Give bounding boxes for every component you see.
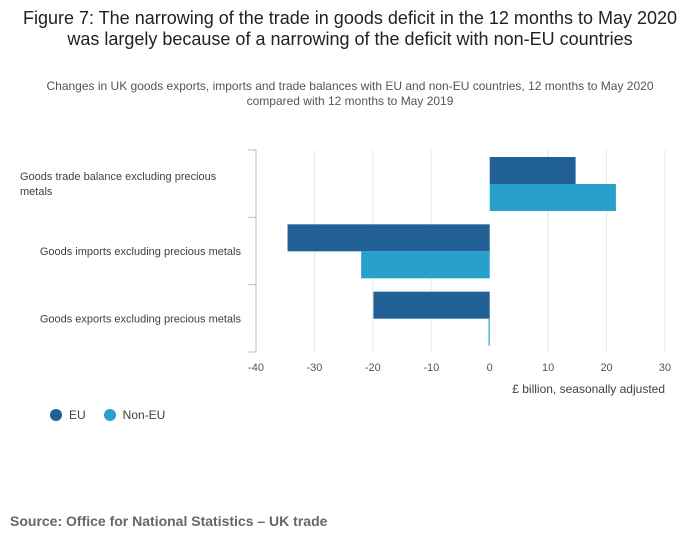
y-axis xyxy=(248,149,257,353)
x-tick-label: 20 xyxy=(600,362,612,374)
category-label: Goods exports excluding precious metals xyxy=(40,313,242,325)
bar-non-eu xyxy=(488,318,490,346)
category-label: Goods trade balance excluding precious xyxy=(20,171,217,183)
category-label: metals xyxy=(20,186,53,198)
bar-non-eu xyxy=(361,251,490,279)
legend-swatch-non-eu xyxy=(103,409,116,421)
x-tick-label: 10 xyxy=(542,362,554,374)
category-labels: Goods trade balance excluding precious me… xyxy=(20,171,241,325)
bar-eu xyxy=(489,157,576,184)
category-label: Goods imports excluding precious metals xyxy=(40,246,242,258)
chart-title: Figure 7: The narrowing of the trade in … xyxy=(22,8,678,49)
source-note: Source: Office for National Statistics –… xyxy=(10,513,328,529)
x-axis-title: £ billion, seasonally adjusted xyxy=(512,382,665,396)
x-tick-label: 30 xyxy=(659,362,671,374)
bar-eu xyxy=(287,224,490,252)
legend-item-eu[interactable]: EU xyxy=(50,408,86,422)
x-tick-label: -10 xyxy=(423,362,439,374)
legend-label-eu: EU xyxy=(69,408,86,422)
bar-non-eu xyxy=(489,184,616,211)
chart-subtitle: Changes in UK goods exports, imports and… xyxy=(46,79,654,108)
x-tick-label: -30 xyxy=(306,362,322,374)
bars xyxy=(287,157,616,346)
legend: EU Non-EU xyxy=(50,408,183,422)
x-tick-label: 0 xyxy=(487,362,493,374)
legend-item-non-eu[interactable]: Non-EU xyxy=(103,408,166,422)
bar-eu xyxy=(373,291,490,319)
legend-label-non-eu: Non-EU xyxy=(122,408,166,422)
x-tick-label: -40 xyxy=(248,362,264,374)
x-axis-ticks: -40 -30 -20 -10 0 10 20 30 xyxy=(248,362,671,374)
legend-swatch-eu xyxy=(50,409,62,421)
x-tick-label: -20 xyxy=(365,362,381,374)
